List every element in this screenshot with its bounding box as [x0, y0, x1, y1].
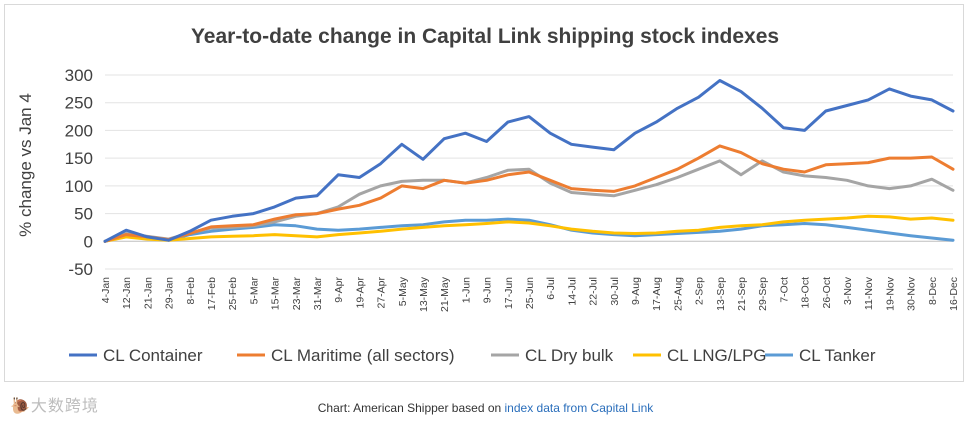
x-tick-layer: 4-Jan 12-Jan 21-Jan 29-Jan 8-Feb 17-Feb 25-Feb… — [100, 276, 960, 312]
x-tick-label: 17-Jun — [503, 277, 515, 309]
chart-svg: Year-to-date change in Capital Link ship… — [16, 25, 960, 365]
x-tick-label: 5-Mar — [248, 276, 260, 304]
x-tick-label: 26-Oct — [821, 277, 833, 309]
x-tick-label: 19-Nov — [884, 276, 896, 311]
y-tick-label: 100 — [65, 177, 93, 196]
series-layer — [103, 79, 955, 243]
x-tick-label: 12-Jan — [121, 277, 133, 309]
x-tick-label: 14-Jul — [566, 277, 578, 306]
x-tick-label: 22-Jul — [588, 277, 600, 306]
x-tick-label: 16-Dec — [948, 277, 960, 311]
series-line-cl-lng-lpg — [103, 214, 955, 243]
x-tick-label: 2-Sep — [694, 277, 706, 305]
caption-link[interactable]: index data from Capital Link — [504, 401, 654, 415]
x-tick-label: 9-Aug — [630, 277, 642, 305]
x-tick-label: 5-May — [397, 276, 409, 306]
y-tick-label: 0 — [84, 232, 93, 251]
y-tick-label: 300 — [65, 66, 93, 85]
x-tick-label: 25-Aug — [672, 277, 684, 311]
x-tick-label: 8-Feb — [185, 277, 197, 305]
x-tick-label: 1-Jun — [460, 277, 472, 303]
x-tick-label: 25-Feb — [227, 277, 239, 310]
series-line-cl-maritime-all-sectors — [103, 144, 955, 243]
x-tick-label: 21-Jan — [142, 277, 154, 309]
legend-label-cl-container: CL Container — [103, 346, 203, 365]
y-tick-label: 200 — [65, 121, 93, 140]
watermark-logo: 🐌大数跨境 — [10, 396, 99, 415]
y-tick-label: -50 — [68, 260, 93, 279]
x-tick-label: 4-Jan — [100, 277, 112, 303]
x-tick-label: 7-Oct — [778, 277, 790, 303]
x-tick-label: 23-Mar — [291, 277, 303, 311]
x-tick-label: 11-Nov — [863, 276, 875, 310]
y-tick-label: 150 — [65, 149, 93, 168]
x-tick-label: 25-Jun — [524, 277, 536, 309]
series-line-cl-container — [103, 79, 955, 243]
chart-title: Year-to-date change in Capital Link ship… — [191, 25, 779, 48]
x-tick-label: 29-Sep — [757, 277, 769, 311]
y-axis-label: % change vs Jan 4 — [16, 93, 35, 237]
y-tick-label: 50 — [74, 205, 93, 224]
x-tick-label: 18-Oct — [800, 277, 812, 309]
x-tick-label: 30-Nov — [906, 276, 918, 311]
x-tick-label: 3-Nov — [842, 276, 854, 305]
x-tick-label: 17-Feb — [206, 277, 218, 310]
x-tick-label: 8-Dec — [927, 277, 939, 305]
x-tick-label: 9-Jun — [482, 277, 494, 303]
x-tick-label: 13-May — [418, 276, 430, 312]
legend-label-cl-tanker: CL Tanker — [799, 346, 876, 365]
x-tick-label: 15-Mar — [270, 277, 282, 311]
x-tick-label: 19-Apr — [354, 276, 366, 308]
x-tick-label: 21-May — [439, 276, 451, 312]
y-tick-layer: -50 0 50 100 150 200 250 300 — [65, 66, 93, 279]
legend: CL Container CL Maritime (all sectors) CL … — [69, 346, 876, 365]
y-tick-label: 250 — [65, 94, 93, 113]
x-tick-label: 31-Mar — [312, 277, 324, 311]
series-line-cl-tanker — [103, 217, 955, 243]
x-tick-label: 13-Sep — [715, 277, 727, 311]
legend-label-cl-dry-bulk: CL Dry bulk — [525, 346, 614, 365]
x-tick-label: 30-Jul — [609, 277, 621, 306]
caption-prefix: Chart: American Shipper based on — [317, 401, 505, 415]
x-tick-label: 6-Jul — [545, 277, 557, 300]
x-tick-label: 21-Sep — [736, 277, 748, 311]
x-tick-label: 17-Aug — [651, 277, 663, 311]
x-tick-label: 29-Jan — [164, 277, 176, 309]
legend-label-cl-lng-lpg: CL LNG/LPG — [667, 346, 767, 365]
chart-frame: Year-to-date change in Capital Link ship… — [4, 4, 964, 382]
chart-caption: Chart: American Shipper based on index d… — [0, 401, 971, 415]
legend-label-cl-maritime-all-sectors: CL Maritime (all sectors) — [271, 346, 455, 365]
x-tick-label: 9-Apr — [333, 277, 345, 303]
x-tick-label: 27-Apr — [376, 276, 388, 308]
